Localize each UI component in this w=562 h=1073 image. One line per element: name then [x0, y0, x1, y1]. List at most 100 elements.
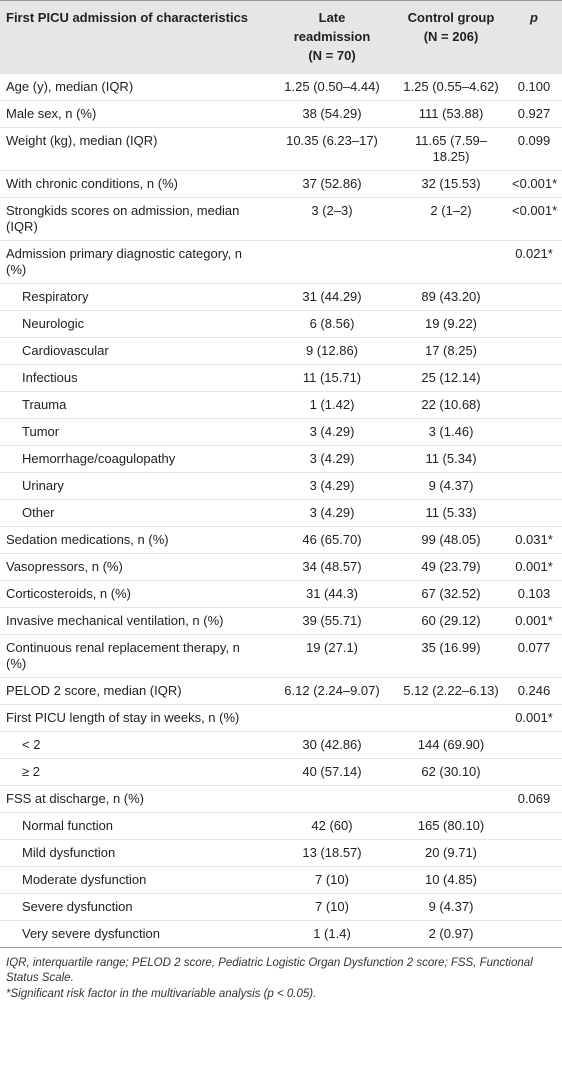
cell-empty	[506, 893, 562, 921]
row-label: Trauma	[0, 391, 268, 419]
cell-control: 111 (53.88)	[396, 100, 506, 128]
cell-late: 34 (48.57)	[268, 553, 396, 581]
cell-late: 3 (2–3)	[268, 197, 396, 241]
row: Vasopressors, n (%) 34 (48.57) 49 (23.79) 0…	[0, 553, 562, 581]
cell-empty	[506, 283, 562, 311]
sub-row: < 2 30 (42.86) 144 (69.90)	[0, 731, 562, 759]
cell-empty	[506, 364, 562, 392]
cell-control: 3 (1.46)	[396, 418, 506, 446]
cell-late: 39 (55.71)	[268, 607, 396, 635]
row: Weight (kg), median (IQR) 10.35 (6.23–17)…	[0, 127, 562, 171]
cell-control: 32 (15.53)	[396, 170, 506, 198]
cell-empty	[506, 812, 562, 840]
row: Admission primary diagnostic category, n…	[0, 240, 562, 284]
cell-empty	[506, 866, 562, 894]
cell-late: 40 (57.14)	[268, 758, 396, 786]
cell-empty	[396, 240, 506, 284]
header-row: First PICU admission of characteristics …	[0, 0, 562, 74]
cell-empty	[396, 785, 506, 813]
cell-control: 89 (43.20)	[396, 283, 506, 311]
cell-control: 5.12 (2.22–6.13)	[396, 677, 506, 705]
sub-row: Neurologic 6 (8.56) 19 (9.22)	[0, 310, 562, 338]
cell-empty	[396, 704, 506, 732]
cell-control: 49 (23.79)	[396, 553, 506, 581]
cell-late: 46 (65.70)	[268, 526, 396, 554]
row-label: First PICU length of stay in weeks, n (%…	[0, 704, 268, 732]
sub-row: Normal function 42 (60) 165 (80.10)	[0, 812, 562, 840]
row-label: Continuous renal replacement therapy, n …	[0, 634, 268, 678]
row: Age (y), median (IQR) 1.25 (0.50–4.44) 1.2…	[0, 73, 562, 101]
cell-late: 19 (27.1)	[268, 634, 396, 678]
footnote: *Significant risk factor in the multivar…	[6, 988, 317, 1000]
row-label: Hemorrhage/coagulopathy	[0, 445, 268, 473]
cell-late: 1.25 (0.50–4.44)	[268, 73, 396, 101]
row: First PICU length of stay in weeks, n (%…	[0, 704, 562, 732]
cell-late: 42 (60)	[268, 812, 396, 840]
sub-row: Severe dysfunction 7 (10) 9 (4.37)	[0, 893, 562, 921]
cell-control: 17 (8.25)	[396, 337, 506, 365]
sub-row: ≥ 2 40 (57.14) 62 (30.10)	[0, 758, 562, 786]
cell-late: 11 (15.71)	[268, 364, 396, 392]
header-line: Late	[318, 10, 346, 25]
cell-p: 0.246	[506, 677, 562, 705]
sub-row: Cardiovascular 9 (12.86) 17 (8.25)	[0, 337, 562, 365]
row-label: Corticosteroids, n (%)	[0, 580, 268, 608]
row-label: Male sex, n (%)	[0, 100, 268, 128]
cell-empty	[506, 310, 562, 338]
cell-empty	[506, 731, 562, 759]
footnotes: IQR, interquartile range; PELOD 2 score,…	[0, 948, 562, 1002]
sub-row: Tumor 3 (4.29) 3 (1.46)	[0, 418, 562, 446]
row-label: < 2	[0, 731, 268, 759]
row: FSS at discharge, n (%) 0.069	[0, 785, 562, 813]
row-label: FSS at discharge, n (%)	[0, 785, 268, 813]
cell-control: 9 (4.37)	[396, 893, 506, 921]
cell-empty	[506, 499, 562, 527]
row-label: Other	[0, 499, 268, 527]
cell-p: 0.077	[506, 634, 562, 678]
cell-empty	[506, 472, 562, 500]
cell-control: 35 (16.99)	[396, 634, 506, 678]
data-table: First PICU admission of characteristics …	[0, 0, 562, 948]
cell-control: 9 (4.37)	[396, 472, 506, 500]
cell-late: 1 (1.42)	[268, 391, 396, 419]
cell-p: 0.069	[506, 785, 562, 813]
row-label: Admission primary diagnostic category, n…	[0, 240, 268, 284]
cell-late: 6 (8.56)	[268, 310, 396, 338]
row: Corticosteroids, n (%) 31 (44.3) 67 (32.52…	[0, 580, 562, 608]
row-label: Neurologic	[0, 310, 268, 338]
row-label: With chronic conditions, n (%)	[0, 170, 268, 198]
row-label: Age (y), median (IQR)	[0, 73, 268, 101]
row: Continuous renal replacement therapy, n …	[0, 634, 562, 678]
cell-late: 10.35 (6.23–17)	[268, 127, 396, 171]
cell-control: 11 (5.33)	[396, 499, 506, 527]
cell-late: 37 (52.86)	[268, 170, 396, 198]
row-label: Severe dysfunction	[0, 893, 268, 921]
cell-control: 60 (29.12)	[396, 607, 506, 635]
cell-p: <0.001*	[506, 197, 562, 241]
cell-p: 0.927	[506, 100, 562, 128]
cell-control: 11.65 (7.59–18.25)	[396, 127, 506, 171]
row: Strongkids scores on admission, median (…	[0, 197, 562, 241]
cell-late: 31 (44.3)	[268, 580, 396, 608]
cell-late: 3 (4.29)	[268, 472, 396, 500]
row-label: Weight (kg), median (IQR)	[0, 127, 268, 171]
row-label: ≥ 2	[0, 758, 268, 786]
cell-late: 30 (42.86)	[268, 731, 396, 759]
cell-empty	[268, 704, 396, 732]
row-label: Invasive mechanical ventilation, n (%)	[0, 607, 268, 635]
cell-late: 31 (44.29)	[268, 283, 396, 311]
header-label: First PICU admission of characteristics	[0, 0, 268, 74]
sub-row: Other 3 (4.29) 11 (5.33)	[0, 499, 562, 527]
cell-control: 22 (10.68)	[396, 391, 506, 419]
sub-row: Very severe dysfunction 1 (1.4) 2 (0.97)	[0, 920, 562, 948]
row-label: Mild dysfunction	[0, 839, 268, 867]
cell-late: 3 (4.29)	[268, 445, 396, 473]
cell-control: 10 (4.85)	[396, 866, 506, 894]
cell-p: 0.031*	[506, 526, 562, 554]
cell-late: 13 (18.57)	[268, 839, 396, 867]
cell-p: 0.099	[506, 127, 562, 171]
cell-control: 144 (69.90)	[396, 731, 506, 759]
row-label: Tumor	[0, 418, 268, 446]
sub-row: Respiratory 31 (44.29) 89 (43.20)	[0, 283, 562, 311]
